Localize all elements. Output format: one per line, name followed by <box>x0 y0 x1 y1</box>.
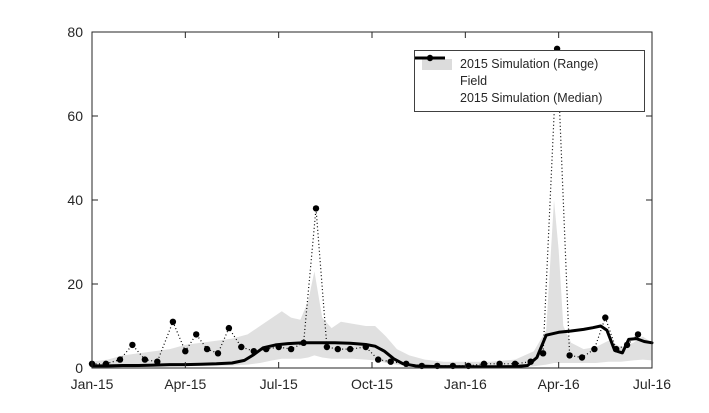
median-line <box>90 324 654 369</box>
field-marker <box>434 362 441 370</box>
field-marker <box>263 345 270 353</box>
y-tick-label: 20 <box>67 276 83 292</box>
field-marker <box>102 360 110 367</box>
x-tick-label: Oct-15 <box>351 376 393 392</box>
thick-line-icon <box>415 56 445 60</box>
field-marker <box>634 331 642 338</box>
field-marker <box>375 356 382 363</box>
field-marker <box>623 341 631 349</box>
field-marker <box>387 358 394 365</box>
field-marker <box>287 345 295 353</box>
field-marker <box>347 345 354 353</box>
field-marker <box>334 345 341 353</box>
field-marker <box>591 345 598 353</box>
field-marker <box>323 343 331 351</box>
legend-label-median: 2015 Simulation (Median) <box>460 91 603 105</box>
field-marker <box>496 360 503 367</box>
range-patch-icon <box>422 58 452 70</box>
field-marker <box>225 324 233 332</box>
field-marker <box>238 343 245 351</box>
x-tick-label: Apr-15 <box>164 376 206 392</box>
field-marker <box>465 362 472 370</box>
y-tick-label: 60 <box>67 108 83 124</box>
field-marker <box>312 205 320 212</box>
x-tick-label: Jan-16 <box>444 376 487 392</box>
field-marker <box>403 360 410 367</box>
y-tick-label: 40 <box>67 192 83 208</box>
field-marker <box>362 343 369 351</box>
field-marker <box>214 350 222 357</box>
legend-item-field: Field <box>415 54 636 89</box>
field-marker <box>182 348 189 355</box>
field-marker <box>480 360 488 367</box>
range-band <box>92 200 652 368</box>
x-tick-label: Jul-16 <box>633 376 671 392</box>
field-marker <box>129 341 136 349</box>
legend: 2015 Simulation (Range) Field 2015 Simul… <box>414 50 645 112</box>
legend-label-range: 2015 Simulation (Range) <box>460 57 599 71</box>
field-marker <box>116 356 124 363</box>
field-marker <box>418 362 425 370</box>
field-marker <box>449 362 457 370</box>
field-marker <box>141 356 149 363</box>
field-marker <box>511 360 519 367</box>
field-marker <box>539 350 547 357</box>
field-marker <box>527 358 534 365</box>
y-tick-label: 80 <box>67 24 83 40</box>
legend-item-median: 2015 Simulation (Median) <box>415 56 636 106</box>
x-tick-label: Apr-16 <box>538 376 580 392</box>
field-marker <box>578 354 586 361</box>
field-marker <box>602 314 609 321</box>
field-marker <box>300 339 307 346</box>
field-marker <box>169 318 177 325</box>
field-marker <box>154 358 161 365</box>
legend-swatch-range <box>421 58 453 70</box>
legend-label-field: Field <box>460 74 488 88</box>
x-tick-label: Jan-15 <box>71 376 114 392</box>
y-tick-label: 0 <box>75 360 83 376</box>
field-marker <box>613 345 620 353</box>
field-marker <box>250 348 257 355</box>
x-tick-label: Jul-15 <box>260 376 298 392</box>
field-marker <box>566 352 573 359</box>
field-marker <box>203 345 211 353</box>
legend-item-range: 2015 Simulation (Range) <box>421 56 636 72</box>
field-marker <box>275 343 282 351</box>
field-marker <box>193 331 200 338</box>
